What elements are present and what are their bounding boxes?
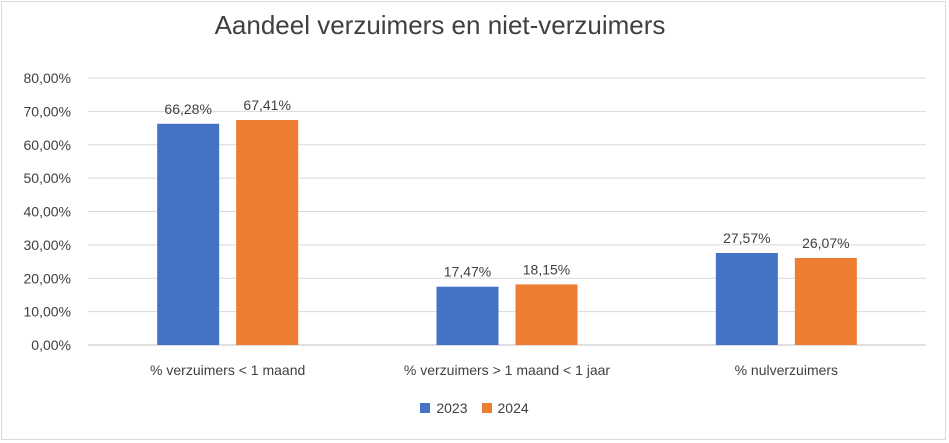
- y-tick-label: 80,00%: [24, 70, 71, 86]
- bar: [515, 284, 578, 345]
- data-label: 66,28%: [164, 101, 211, 117]
- y-tick-label: 60,00%: [24, 137, 71, 153]
- data-label: 17,47%: [444, 264, 491, 280]
- x-category-label: % verzuimers > 1 maand < 1 jaar: [404, 362, 611, 378]
- y-tick-label: 40,00%: [24, 204, 71, 220]
- x-category-label: % verzuimers < 1 maand: [150, 362, 305, 378]
- bar: [157, 123, 220, 345]
- bar: [794, 257, 857, 345]
- legend-label-2023: 2023: [436, 400, 468, 416]
- y-tick-label: 30,00%: [24, 237, 71, 253]
- y-tick-label: 0,00%: [31, 337, 71, 353]
- y-tick-label: 70,00%: [24, 103, 71, 119]
- legend: 2023 2024: [0, 400, 949, 416]
- x-category-label: % nulverzuimers: [735, 362, 838, 378]
- legend-item-2023: 2023: [420, 400, 468, 416]
- y-tick-label: 10,00%: [24, 304, 71, 320]
- legend-swatch-2024: [481, 403, 492, 413]
- data-label: 67,41%: [243, 97, 290, 113]
- chart-title: Aandeel verzuimers en niet-verzuimers: [214, 10, 666, 40]
- bar: [715, 252, 778, 345]
- data-label: 27,57%: [723, 230, 770, 246]
- legend-item-2024: 2024: [481, 400, 529, 416]
- legend-swatch-2023: [420, 403, 431, 413]
- y-tick-label: 50,00%: [24, 170, 71, 186]
- data-label: 26,07%: [802, 235, 849, 251]
- bar: [436, 286, 499, 345]
- bar: [236, 120, 299, 345]
- data-label: 18,15%: [523, 261, 570, 277]
- y-tick-label: 20,00%: [24, 270, 71, 286]
- legend-label-2024: 2024: [497, 400, 529, 416]
